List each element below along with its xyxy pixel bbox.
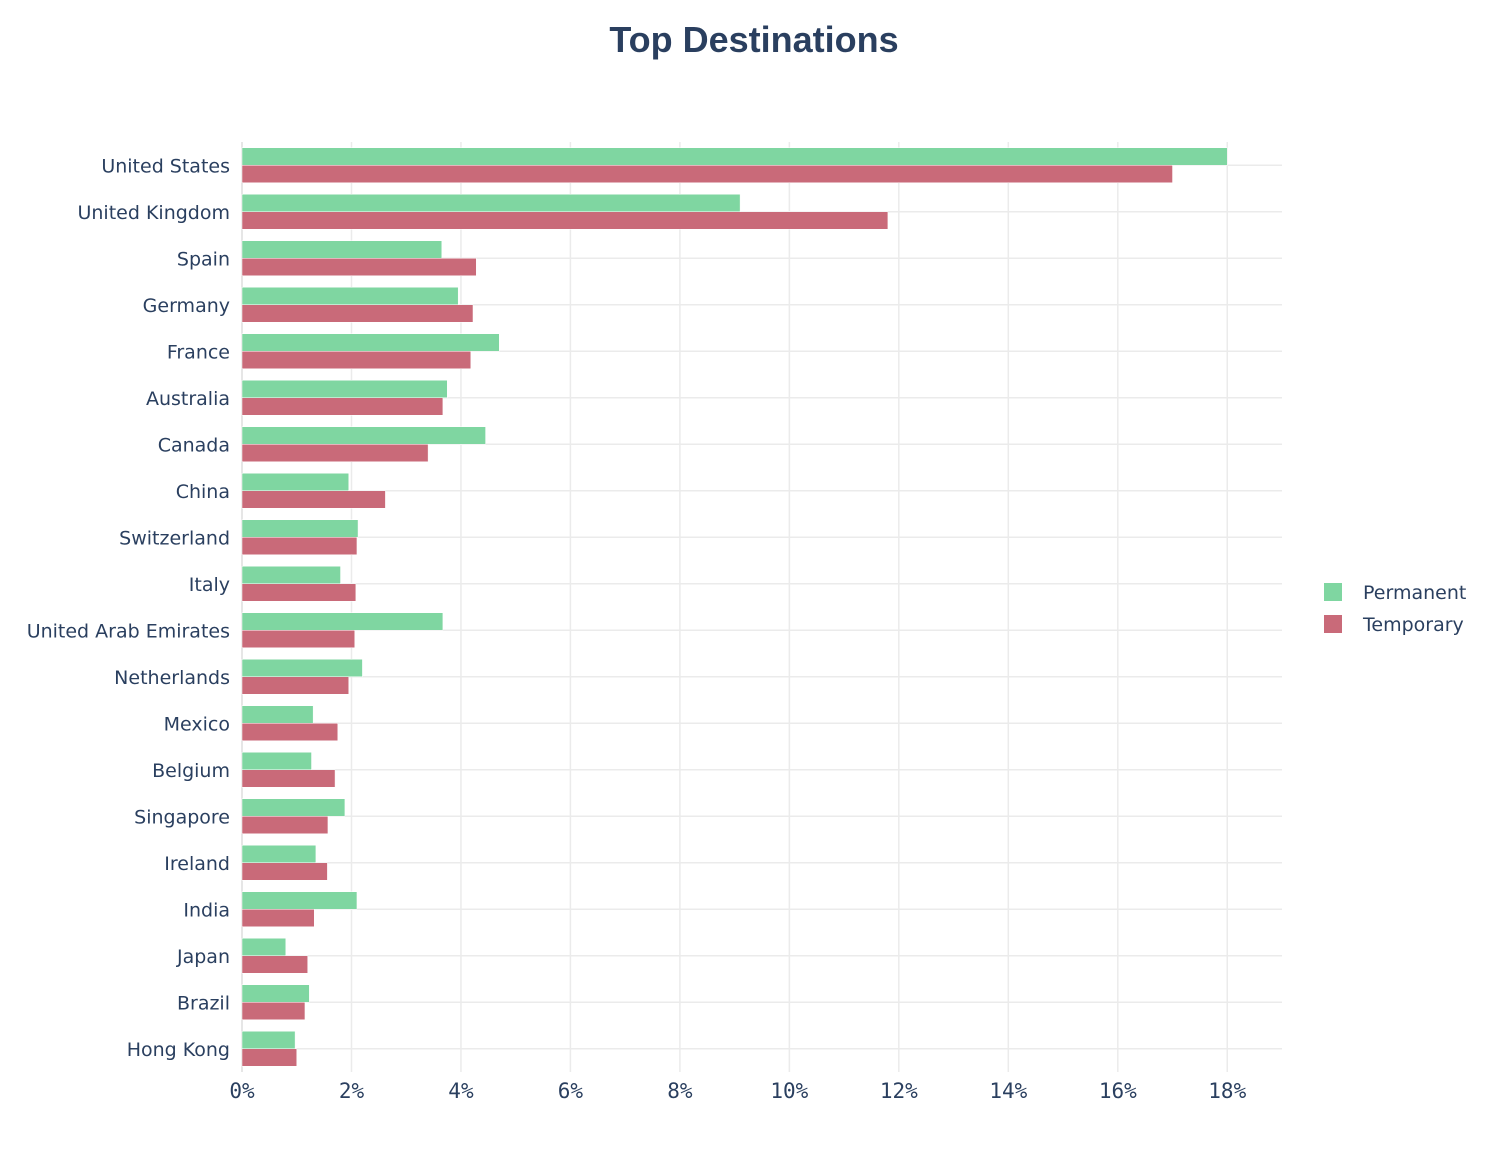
- bar-permanent-canada: [241, 426, 486, 445]
- category-label: Mexico: [164, 713, 230, 735]
- x-tick-label: 18%: [1208, 1079, 1246, 1103]
- x-tick-label: 14%: [989, 1079, 1027, 1103]
- bar-permanent-japan: [241, 938, 287, 956]
- bar-temporary-united-states: [241, 165, 1173, 183]
- bar-temporary-ireland: [241, 862, 328, 881]
- bar-permanent-ireland: [241, 845, 317, 863]
- bar-permanent-united-arab-emirates: [241, 612, 444, 631]
- x-tick-label: 8%: [667, 1079, 693, 1103]
- bar-temporary-canada: [241, 444, 429, 462]
- x-tick-label: 10%: [770, 1079, 808, 1103]
- bar-temporary-france: [241, 351, 472, 369]
- bar-temporary-germany: [241, 304, 474, 323]
- legend-swatch-permanent: [1324, 583, 1342, 601]
- bar-permanent-united-states: [241, 147, 1228, 166]
- bar-permanent-united-kingdom: [241, 194, 741, 212]
- bar-temporary-mexico: [241, 723, 339, 741]
- legend-label-temporary: Temporary: [1362, 614, 1464, 636]
- category-label: Italy: [189, 574, 230, 596]
- bar-permanent-australia: [241, 380, 448, 398]
- category-label: United Arab Emirates: [27, 620, 230, 642]
- category-label: Belgium: [152, 760, 230, 782]
- x-tick-label: 6%: [558, 1079, 584, 1103]
- bar-permanent-india: [241, 891, 358, 910]
- category-label: Australia: [146, 388, 230, 410]
- legend-label-permanent: Permanent: [1363, 582, 1466, 604]
- gridlines: [241, 142, 1282, 1072]
- bar-permanent-singapore: [241, 798, 346, 817]
- bar-temporary-china: [241, 490, 386, 509]
- category-label: India: [183, 899, 230, 921]
- bar-permanent-germany: [241, 287, 459, 305]
- category-label: Hong Kong: [127, 1039, 230, 1061]
- category-label: Singapore: [134, 806, 230, 828]
- bar-permanent-mexico: [241, 705, 314, 724]
- bar-temporary-switzerland: [241, 537, 358, 555]
- bar-temporary-spain: [241, 258, 477, 276]
- bar-permanent-belgium: [241, 752, 312, 770]
- category-label: Netherlands: [114, 667, 230, 689]
- bar-temporary-netherlands: [241, 676, 349, 695]
- bar-temporary-united-kingdom: [241, 211, 889, 230]
- bars: [241, 147, 1228, 1067]
- bar-temporary-brazil: [241, 1002, 306, 1020]
- x-tick-labels: 0% 2% 4% 6% 8% 10% 12% 14% 16% 18%: [229, 1079, 1246, 1103]
- x-tick-label: 2%: [339, 1079, 365, 1103]
- bar-permanent-hong-kong: [241, 1031, 296, 1049]
- category-label: Canada: [158, 434, 230, 456]
- x-tick-label: 12%: [880, 1079, 918, 1103]
- x-tick-label: 0%: [229, 1079, 255, 1103]
- category-label: Germany: [143, 295, 230, 317]
- bar-temporary-india: [241, 909, 315, 927]
- bar-temporary-hong-kong: [241, 1048, 297, 1067]
- legend: Permanent Temporary: [1324, 582, 1466, 636]
- category-label: France: [167, 341, 230, 363]
- bar-permanent-brazil: [241, 984, 310, 1003]
- category-label: Japan: [176, 946, 230, 968]
- legend-swatch-temporary: [1324, 615, 1342, 633]
- bar-permanent-netherlands: [241, 659, 363, 677]
- bar-permanent-spain: [241, 240, 443, 259]
- category-label: United States: [101, 155, 230, 177]
- category-label: Brazil: [177, 992, 230, 1014]
- bar-permanent-italy: [241, 566, 341, 584]
- category-labels: United States United Kingdom Spain Germany F…: [27, 155, 230, 1061]
- bar-temporary-belgium: [241, 769, 336, 788]
- bar-temporary-italy: [241, 583, 357, 602]
- category-label: Switzerland: [119, 527, 230, 549]
- bar-permanent-switzerland: [241, 519, 359, 538]
- bar-temporary-united-arab-emirates: [241, 630, 356, 648]
- bar-temporary-singapore: [241, 816, 329, 834]
- bar-permanent-china: [241, 473, 349, 491]
- bar-permanent-france: [241, 333, 500, 352]
- x-tick-label: 4%: [448, 1079, 474, 1103]
- category-label: United Kingdom: [77, 202, 230, 224]
- x-tick-label: 16%: [1099, 1079, 1137, 1103]
- bar-temporary-australia: [241, 397, 444, 416]
- category-label: China: [176, 481, 230, 503]
- category-label: Spain: [177, 248, 230, 270]
- bar-temporary-japan: [241, 955, 308, 974]
- chart-title: Top Destinations: [609, 19, 898, 60]
- category-label: Ireland: [164, 853, 230, 875]
